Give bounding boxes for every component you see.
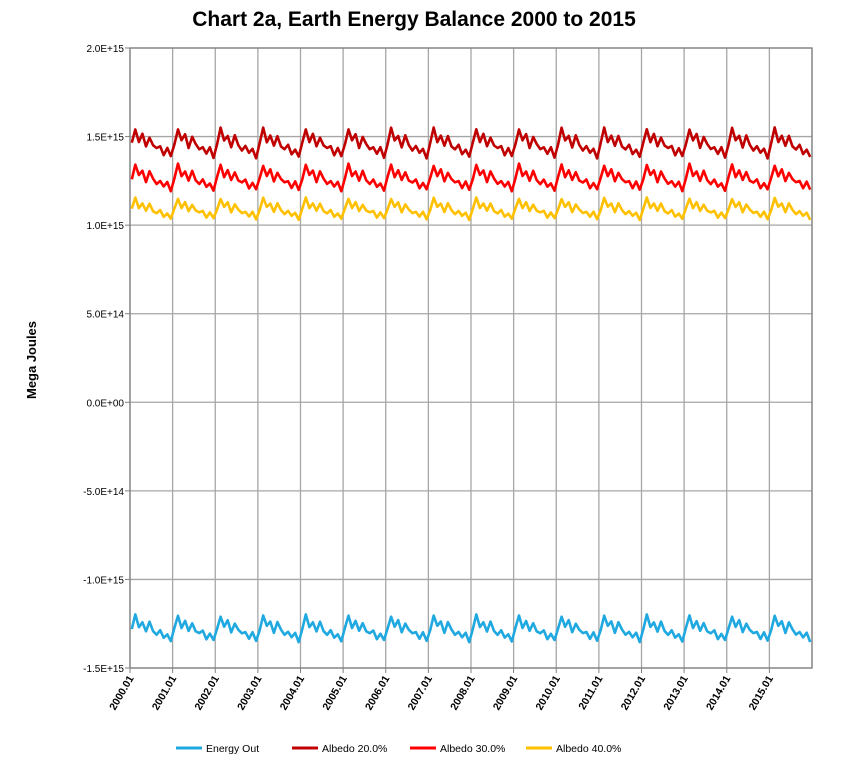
series-line-albedo-30-0 bbox=[130, 162, 812, 193]
chart-title: Chart 2a, Earth Energy Balance 2000 to 2… bbox=[192, 8, 636, 31]
y-tick-label: 1.5E+15 bbox=[86, 133, 124, 144]
x-tick-label: 2002.01 bbox=[192, 673, 221, 712]
legend-label: Albedo 20.0% bbox=[322, 743, 387, 755]
y-axis-ticks: 2.0E+15 1.5E+15 1.0E+15 5.0E+14 0.0E+00 -5.0E… bbox=[83, 44, 130, 675]
x-tick-label: 2003.01 bbox=[235, 673, 264, 712]
y-tick-label: 5.0E+14 bbox=[86, 310, 124, 321]
x-axis-ticks: 2000.01 2001.01 2002.01 2003.01 2004.01 2005.… bbox=[107, 668, 776, 712]
x-tick-label: 2013.01 bbox=[661, 673, 690, 712]
legend-label: Albedo 30.0% bbox=[440, 743, 505, 755]
y-tick-label: -1.5E+15 bbox=[83, 664, 124, 675]
legend-label: Albedo 40.0% bbox=[556, 743, 621, 755]
x-tick-label: 2000.01 bbox=[107, 673, 136, 712]
series-line-energy-out bbox=[130, 613, 812, 644]
x-tick-label: 2004.01 bbox=[278, 673, 307, 712]
legend: Energy Out Albedo 20.0% Albedo 30.0% Albedo… bbox=[176, 743, 621, 755]
x-tick-label: 2011.01 bbox=[576, 673, 605, 712]
y-tick-label: -5.0E+14 bbox=[83, 487, 124, 498]
x-tick-label: 2009.01 bbox=[491, 673, 520, 712]
y-tick-label: 0.0E+00 bbox=[86, 398, 124, 409]
x-tick-label: 2005.01 bbox=[320, 673, 349, 712]
x-tick-label: 2010.01 bbox=[533, 673, 562, 712]
series-line-albedo-20-0 bbox=[130, 126, 812, 160]
y-axis-label: Mega Joules bbox=[24, 321, 39, 399]
legend-label: Energy Out bbox=[206, 743, 259, 755]
y-tick-label: 2.0E+15 bbox=[86, 44, 124, 55]
x-tick-label: 2001.01 bbox=[150, 673, 179, 712]
x-tick-label: 2006.01 bbox=[363, 673, 392, 712]
x-tick-label: 2012.01 bbox=[619, 673, 648, 712]
x-tick-label: 2015.01 bbox=[747, 673, 776, 712]
x-tick-label: 2008.01 bbox=[448, 673, 477, 712]
series-layer bbox=[130, 126, 812, 644]
x-tick-label: 2007.01 bbox=[406, 673, 435, 712]
x-tick-label: 2014.01 bbox=[704, 673, 733, 712]
y-tick-label: 1.0E+15 bbox=[86, 221, 124, 232]
series-line-albedo-40-0 bbox=[130, 196, 812, 222]
y-tick-label: -1.0E+15 bbox=[83, 575, 124, 586]
